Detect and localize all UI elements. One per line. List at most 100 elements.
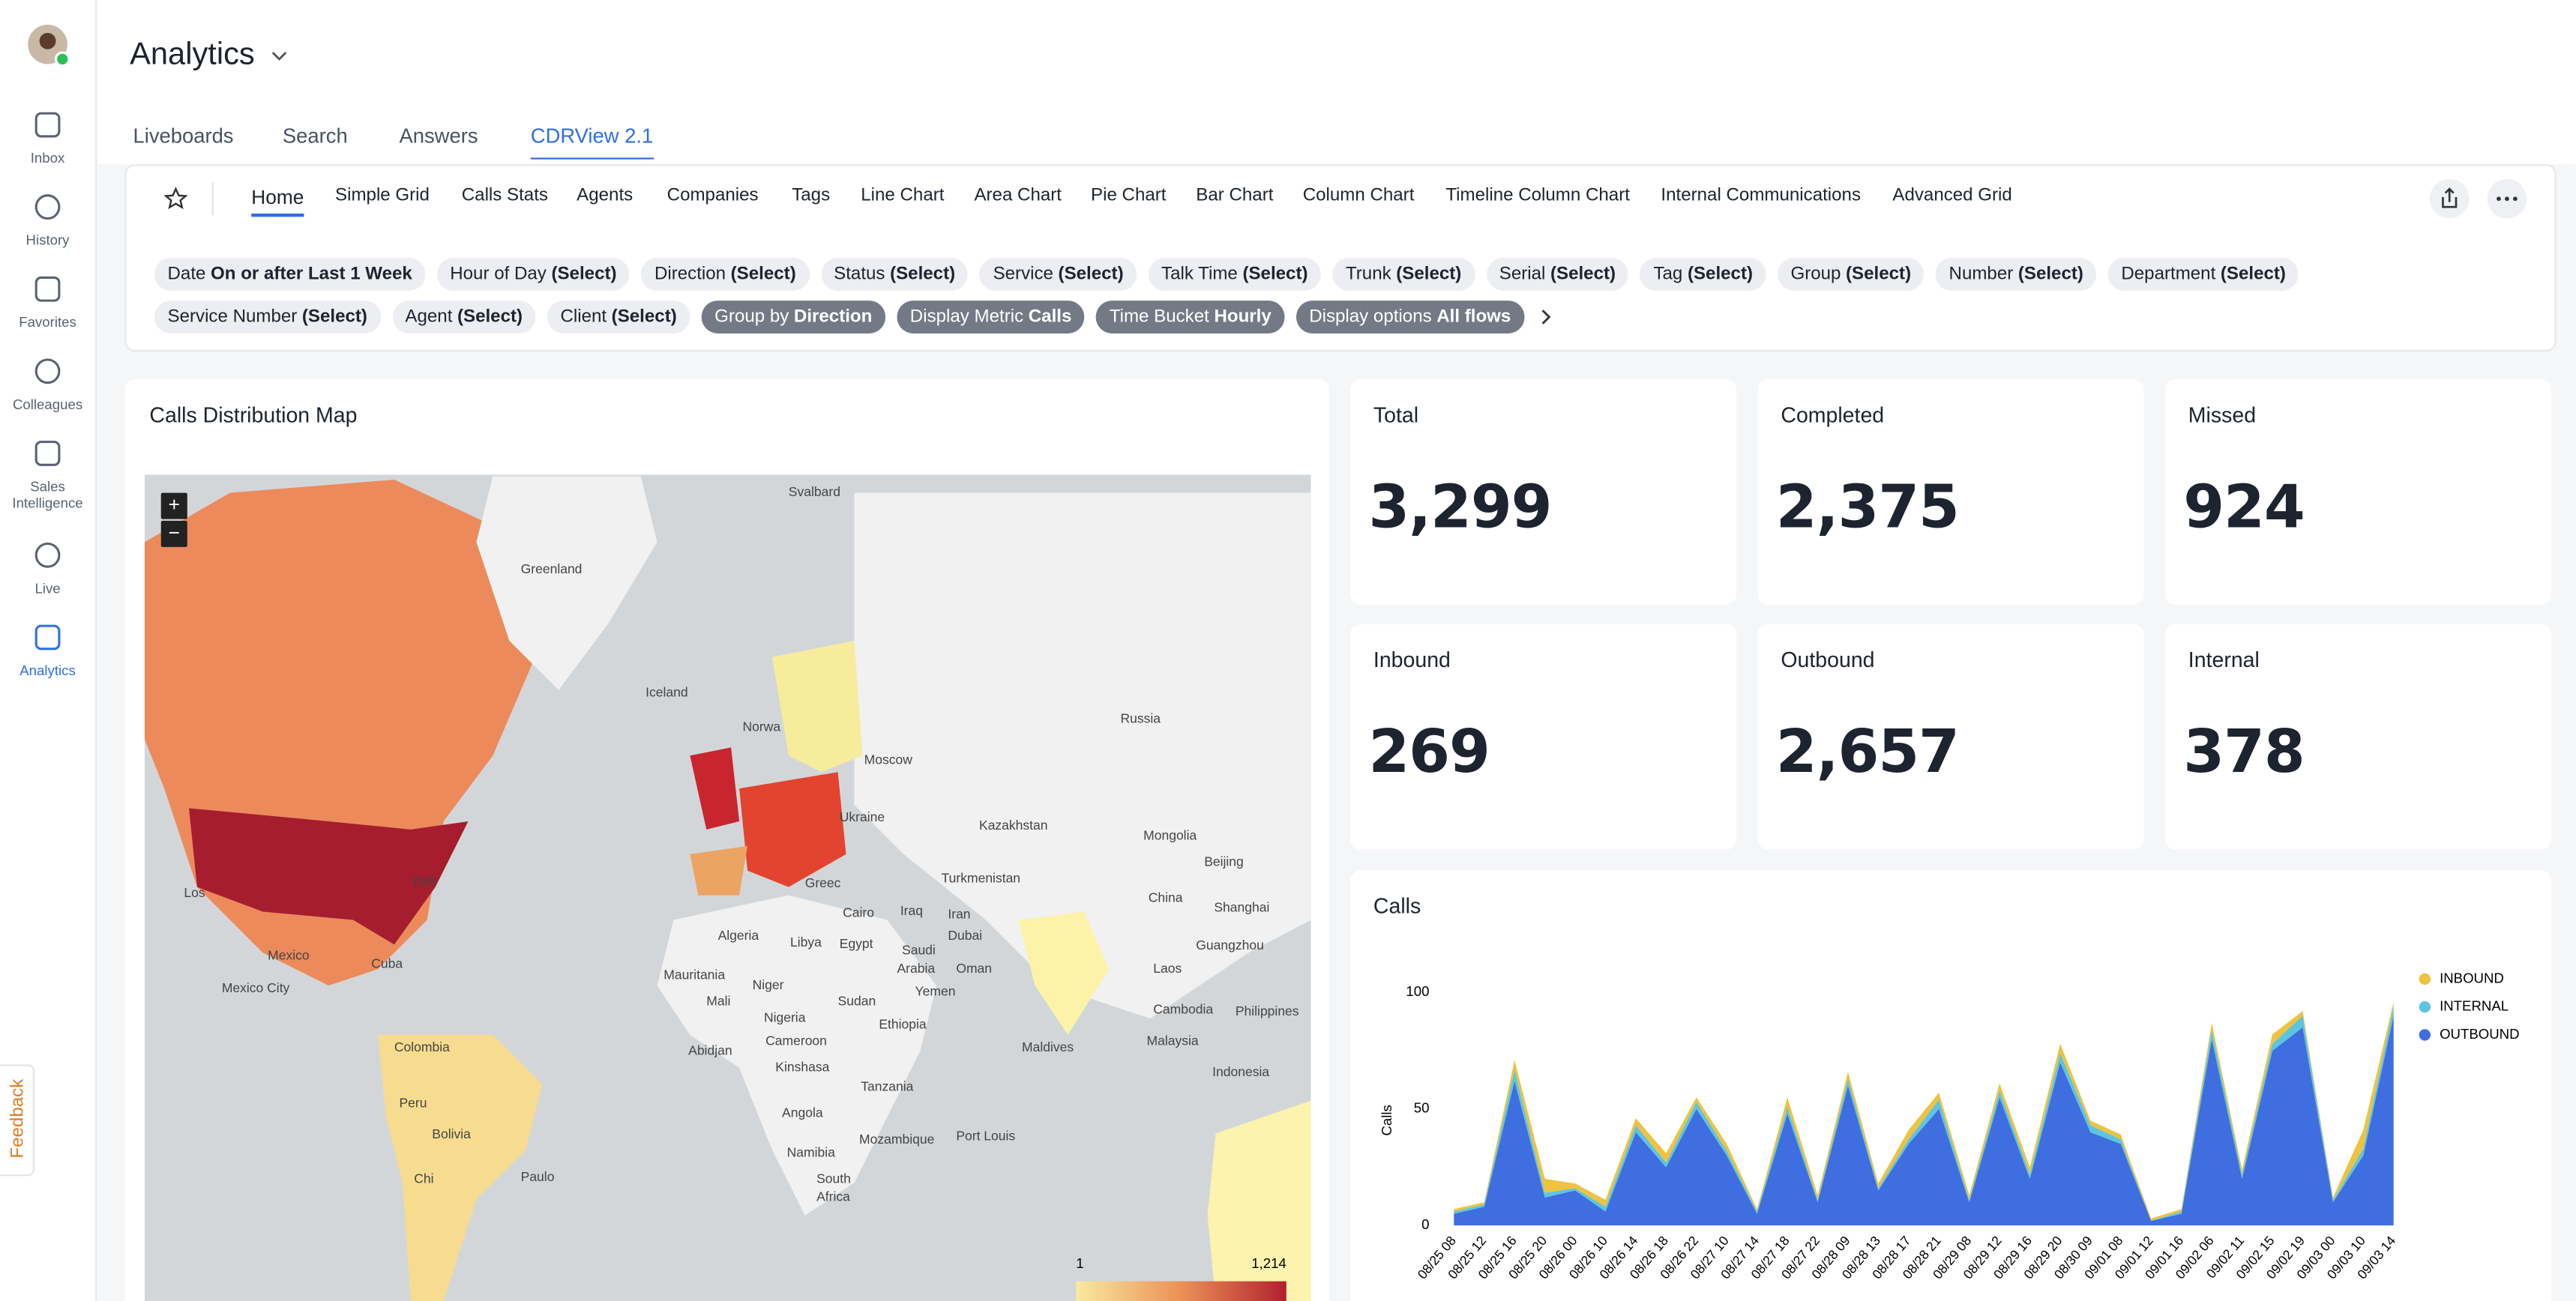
chip-label[interactable]: Date — [167, 264, 206, 285]
map[interactable]: Svalbard Greenland Iceland Norwa Russia Mosco… — [144, 474, 1311, 1301]
chip-value[interactable]: (Select) — [1550, 264, 1616, 285]
legend-label[interactable]: INTERNAL — [2440, 998, 2509, 1014]
sidebar-icon[interactable] — [33, 274, 62, 304]
chip-value[interactable]: (Select) — [1242, 264, 1308, 285]
chip-value[interactable]: (Select) — [890, 264, 956, 285]
filter-chip[interactable]: Date On or after Last 1 Week — [154, 258, 426, 291]
sidebar-icon[interactable] — [33, 357, 62, 386]
chip-value[interactable]: (Select) — [1058, 264, 1124, 285]
more-button[interactable] — [2485, 178, 2528, 220]
chip-value[interactable]: (Select) — [2017, 264, 2083, 285]
zoom-in-label[interactable]: + — [169, 493, 180, 516]
liveboard-tab[interactable]: Home — [251, 186, 304, 217]
sidebar-icon[interactable] — [33, 623, 62, 652]
chip-value[interactable]: (Select) — [301, 307, 367, 327]
sidebar-label[interactable]: Analytics — [19, 662, 76, 679]
filter-chip[interactable]: Tag (Select) — [1640, 258, 1766, 291]
option-chip[interactable]: Display options All flows — [1295, 301, 1524, 333]
filter-chip[interactable]: Direction (Select) — [641, 258, 810, 291]
chip-label[interactable]: Display options — [1309, 307, 1432, 327]
legend-marker[interactable] — [2419, 1029, 2431, 1041]
chip-label[interactable]: Direction — [654, 264, 726, 285]
liveboard-tab[interactable]: Column Chart — [1302, 185, 1415, 205]
chip-value[interactable]: On or after Last 1 Week — [211, 264, 412, 285]
legend-marker[interactable] — [2419, 1000, 2431, 1013]
sidebar-label[interactable]: Inbox — [30, 149, 65, 166]
liveboard-tab[interactable]: Companies — [666, 185, 759, 205]
avatar[interactable] — [28, 24, 70, 67]
chip-label[interactable]: Serial — [1499, 264, 1546, 285]
legend-label[interactable]: OUTBOUND — [2440, 1026, 2519, 1042]
chip-label[interactable]: Talk Time — [1161, 264, 1238, 285]
chip-label[interactable]: Department — [2121, 264, 2216, 285]
filter-chip[interactable]: Service (Select) — [980, 258, 1137, 291]
filter-chip[interactable]: Client (Select) — [547, 301, 690, 333]
chip-label[interactable]: Agent — [405, 307, 453, 327]
sidebar-icon[interactable] — [33, 192, 62, 221]
filter-chip[interactable]: Service Number (Select) — [154, 301, 381, 333]
chip-value[interactable]: Hourly — [1214, 307, 1272, 327]
chip-label[interactable]: Trunk — [1345, 264, 1391, 285]
liveboard-tab[interactable]: Bar Chart — [1196, 185, 1274, 205]
chip-value[interactable]: (Select) — [1396, 264, 1462, 285]
zoom-in-button[interactable] — [160, 492, 187, 519]
chip-value[interactable]: (Select) — [457, 307, 523, 327]
chip-value[interactable]: (Select) — [611, 307, 677, 327]
chip-value[interactable]: (Select) — [2220, 264, 2286, 285]
header-tab[interactable]: Liveboards — [133, 124, 234, 148]
page-title[interactable]: Analytics — [130, 37, 255, 73]
header-tab[interactable]: CDRView 2.1 — [530, 125, 654, 160]
filter-chip[interactable]: Hour of Day (Select) — [436, 258, 631, 291]
chip-label[interactable]: Time Bucket — [1109, 307, 1209, 327]
legend-label[interactable]: INBOUND — [2440, 970, 2504, 985]
chip-label[interactable]: Service Number — [167, 307, 298, 327]
option-chip[interactable]: Group by Direction — [701, 301, 885, 333]
more-chips[interactable] — [1535, 301, 1555, 333]
zoom-out-button[interactable] — [160, 520, 187, 547]
sidebar-label[interactable]: Favorites — [19, 313, 76, 330]
chip-label[interactable]: Status — [834, 264, 885, 285]
filter-chip[interactable]: Status (Select) — [820, 258, 969, 291]
liveboard-tab[interactable]: Internal Communications — [1661, 185, 1862, 205]
chip-label[interactable]: Client — [560, 307, 607, 327]
sidebar-icon[interactable] — [33, 438, 62, 468]
chip-label[interactable]: Hour of Day — [450, 264, 547, 285]
sidebar-label[interactable]: Colleagues — [12, 396, 83, 413]
chip-label[interactable]: Group by — [714, 307, 789, 327]
chip-value[interactable]: Direction — [793, 307, 873, 327]
liveboard-tab[interactable]: Pie Chart — [1091, 185, 1167, 205]
sidebar-icon[interactable] — [33, 110, 62, 139]
filter-chip[interactable]: Number (Select) — [1936, 258, 2097, 291]
filter-chip[interactable]: Agent (Select) — [391, 301, 536, 333]
liveboard-tab[interactable]: Area Chart — [974, 185, 1062, 205]
liveboard-tab[interactable]: Line Chart — [861, 185, 945, 205]
header-tab[interactable]: Search — [282, 124, 348, 148]
sidebar-label[interactable]: History — [25, 232, 70, 248]
option-chip[interactable]: Time Bucket Hourly — [1096, 301, 1285, 333]
title-chevron[interactable] — [269, 49, 289, 66]
chip-value[interactable]: (Select) — [1687, 264, 1754, 285]
chip-value[interactable]: (Select) — [1846, 264, 1912, 285]
filter-chip[interactable]: Group (Select) — [1777, 258, 1925, 291]
star-icon[interactable] — [163, 186, 189, 212]
filter-chip[interactable]: Talk Time (Select) — [1148, 258, 1322, 291]
chip-label[interactable]: Tag — [1653, 264, 1683, 285]
liveboard-tab[interactable]: Simple Grid — [335, 185, 430, 205]
chip-label[interactable]: Service — [993, 264, 1053, 285]
sidebar-label[interactable]: Sales Intelligence — [12, 477, 83, 511]
liveboard-tab[interactable]: Advanced Grid — [1892, 185, 2012, 205]
filter-chip[interactable]: Department (Select) — [2107, 258, 2299, 291]
filter-chip[interactable]: Trunk (Select) — [1332, 258, 1475, 291]
legend-marker[interactable] — [2419, 973, 2431, 985]
chip-value[interactable]: (Select) — [551, 264, 617, 285]
liveboard-tab[interactable]: Timeline Column Chart — [1445, 185, 1630, 205]
liveboard-tab[interactable]: Tags — [792, 185, 831, 205]
header-tab[interactable]: Answers — [399, 124, 478, 148]
chip-label[interactable]: Display Metric — [909, 307, 1024, 327]
liveboard-tab[interactable]: Agents — [577, 185, 634, 205]
feedback-tab[interactable]: Feedback — [0, 1064, 35, 1177]
share-button[interactable] — [2428, 178, 2471, 220]
chip-value[interactable]: All flows — [1436, 307, 1511, 327]
filter-chip[interactable]: Serial (Select) — [1486, 258, 1629, 291]
option-chip[interactable]: Display Metric Calls — [897, 301, 1085, 333]
